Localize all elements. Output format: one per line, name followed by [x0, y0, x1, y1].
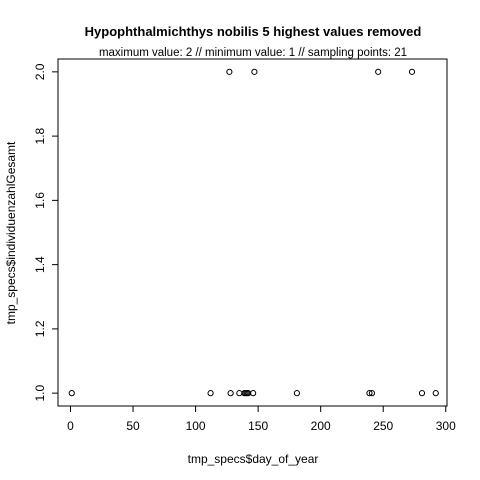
data-point [236, 390, 243, 397]
data-point [432, 390, 439, 397]
x-tick-label: 50 [126, 419, 140, 433]
data-point [226, 68, 233, 75]
data-point [251, 68, 258, 75]
data-point [293, 390, 301, 397]
data-point [375, 68, 382, 75]
y-axis-label: tmp_specs$individuenzahlGesamt [4, 141, 18, 324]
data-point [368, 390, 376, 397]
x-axis: 0 50 100 150 200 250 300 [67, 405, 456, 433]
data-point [207, 390, 214, 397]
data-points [68, 68, 439, 397]
y-tick-label: 1.4 [33, 256, 47, 273]
y-tick-label: 1.2 [33, 320, 47, 337]
data-point [68, 390, 75, 397]
x-tick-label: 250 [373, 419, 393, 433]
y-tick-label: 1.6 [33, 192, 47, 209]
chart-subtitle: maximum value: 2 // minimum value: 1 // … [99, 47, 407, 59]
y-tick-label: 1.0 [33, 384, 47, 401]
y-axis: 1.0 1.2 1.4 1.6 1.8 2.0 [33, 63, 59, 401]
x-tick-label: 150 [248, 419, 268, 433]
data-point [227, 390, 234, 397]
data-point [250, 390, 257, 397]
y-tick-label: 2.0 [33, 63, 47, 80]
x-axis-label: tmp_specs$day_of_year [188, 452, 319, 466]
data-point [366, 390, 373, 397]
plot-frame [57, 58, 448, 407]
x-tick-label: 100 [186, 419, 206, 433]
y-tick-label: 1.8 [33, 127, 47, 144]
data-point [408, 68, 416, 75]
x-tick-label: 0 [67, 419, 74, 433]
data-point [418, 390, 426, 397]
x-tick-label: 300 [436, 419, 456, 433]
chart-title: Hypophthalmichthys nobilis 5 highest val… [85, 24, 422, 39]
x-tick-label: 200 [311, 419, 331, 433]
